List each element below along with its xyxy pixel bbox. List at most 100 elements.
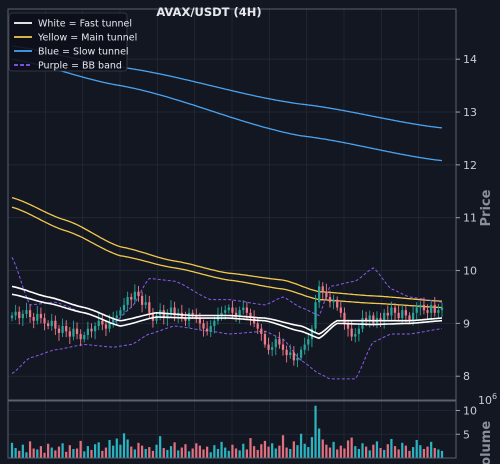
volume-bar (390, 439, 393, 458)
volume-bar (115, 438, 118, 458)
volume-bar (430, 441, 433, 458)
volume-bar (90, 449, 93, 458)
volume-bar (75, 448, 79, 458)
volume-bar (187, 451, 191, 458)
candle-body (195, 315, 198, 319)
candle-body (303, 344, 306, 350)
volume-tick-label: 10 (463, 405, 477, 418)
panel-frames (7, 8, 457, 459)
candle-body (336, 299, 339, 308)
candle-body (415, 307, 418, 313)
chart-title: AVAX/USDT (4H) (156, 5, 261, 19)
candle-body (50, 320, 53, 327)
volume-bar (198, 445, 202, 458)
volume-bar (43, 452, 46, 458)
candle-body (47, 323, 50, 327)
candle-body (130, 296, 133, 300)
candle-body (206, 328, 209, 332)
volume-bar (357, 448, 361, 458)
candle-body (90, 328, 93, 332)
volume-bar (122, 433, 126, 458)
price-tick-label: 10 (463, 265, 477, 278)
fast-tunnel-upper-line (11, 285, 443, 335)
volume-bar (426, 446, 429, 458)
candle-body (354, 333, 357, 337)
candle-body (36, 313, 39, 321)
volume-axis-label: Volume (479, 421, 494, 464)
candle-body (404, 310, 407, 316)
volume-bar (289, 448, 292, 458)
volume-bar (256, 449, 259, 458)
legend: White = Fast tunnel Yellow = Main tunnel B… (8, 12, 137, 72)
candle-body (198, 318, 202, 324)
candle-body (122, 304, 126, 311)
candle-body (231, 307, 234, 313)
volume-bar (195, 443, 198, 458)
candle-body (137, 291, 140, 296)
candle-body (173, 307, 176, 316)
candle-body (151, 312, 155, 321)
legend-label: Blue = Slow tunnel (38, 47, 129, 58)
candle-body (86, 328, 90, 336)
volume-bar (263, 440, 267, 458)
volume-bar (79, 440, 82, 458)
candle-body (155, 315, 158, 321)
candle-body (133, 291, 136, 300)
volume-bar (415, 439, 418, 458)
candle-body (184, 318, 187, 321)
candle-body (238, 310, 241, 316)
volume-bar (397, 449, 400, 458)
volume-bar (83, 451, 86, 458)
candle-body (68, 331, 71, 337)
candle-body (57, 328, 61, 333)
volume-bar (386, 444, 389, 458)
volume-bar (137, 442, 140, 458)
candle-body (25, 310, 28, 314)
volume-bar (271, 443, 274, 458)
price-tick-label: 13 (463, 106, 477, 119)
candle-body (328, 296, 332, 303)
volume-bar (404, 445, 407, 458)
volume-bar (220, 441, 223, 458)
candle-body (28, 310, 32, 318)
candle-body (263, 333, 267, 345)
candle-body (346, 323, 350, 329)
candle-body (54, 320, 57, 329)
volume-bar (10, 442, 14, 458)
volume-bar (140, 445, 144, 458)
volume-bar (65, 451, 68, 458)
candle-body (339, 307, 342, 313)
candle-body (112, 318, 115, 323)
candle-body (32, 317, 35, 321)
volume-bar (191, 448, 194, 458)
legend-box (8, 12, 128, 72)
volume-bar (25, 452, 28, 458)
candle-body (408, 315, 411, 321)
candle-body (379, 318, 382, 321)
candle-body (278, 339, 281, 345)
price-tick-label: 9 (463, 317, 470, 330)
volume-bar (47, 443, 50, 458)
volume-panel-frame (7, 400, 457, 459)
volume-bar (433, 448, 436, 458)
volume-bar (86, 446, 90, 458)
candle-body (65, 326, 68, 332)
volume-bar (54, 450, 57, 458)
price-panel-frame (7, 8, 457, 401)
candle-body (227, 307, 230, 311)
candle-body (21, 313, 24, 319)
candle-body (108, 322, 111, 329)
candle-body (314, 302, 317, 329)
volume-tick-label: 5 (463, 428, 470, 441)
candle-body (79, 333, 82, 340)
candle-body (321, 286, 324, 292)
volume-bar (242, 443, 245, 458)
volume-bar (252, 446, 256, 458)
volume-bar (72, 448, 75, 458)
volume-exponent-power: 6 (492, 392, 497, 401)
price-axis-ticks: 8 9 10 11 12 13 14 (456, 53, 477, 383)
volume-bar (112, 445, 115, 458)
volume-bar (28, 441, 32, 458)
candle-body (318, 286, 321, 303)
